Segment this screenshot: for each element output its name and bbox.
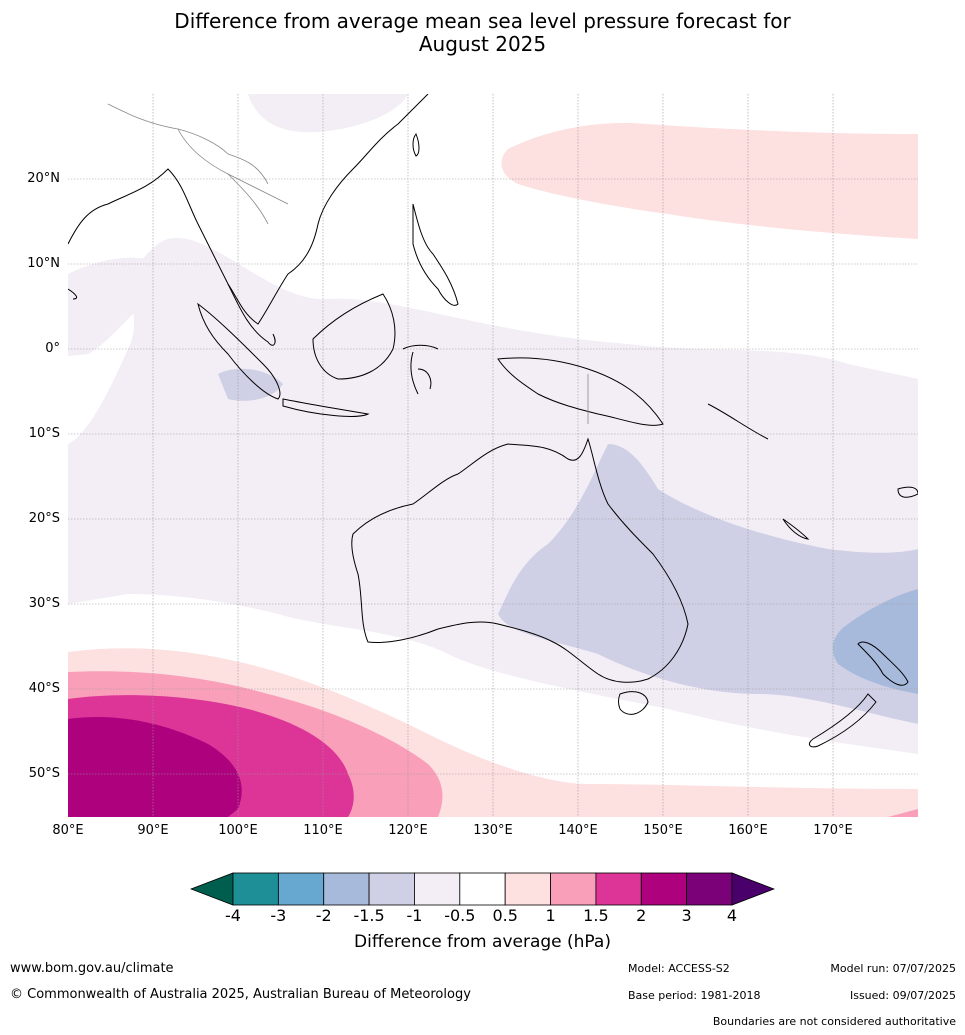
lat-label-50s: 50°S bbox=[28, 766, 60, 781]
lon-label-80e: 80°E bbox=[52, 823, 84, 838]
title-line-1: Difference from average mean sea level p… bbox=[174, 9, 791, 33]
lat-label-20n: 20°N bbox=[27, 171, 60, 186]
lat-label-0: 0° bbox=[45, 341, 60, 356]
lat-label-20s: 20°S bbox=[28, 511, 60, 526]
anomaly-field-lavender-north bbox=[248, 94, 408, 133]
anomaly-field-deep-magenta bbox=[68, 716, 242, 817]
issued-date: Issued: 09/07/2025 bbox=[849, 989, 956, 1002]
colorbar-tick-label: 1.5 bbox=[583, 906, 609, 925]
colorbar-swatch bbox=[414, 872, 461, 906]
colorbar-tick-label: -0.5 bbox=[444, 906, 476, 925]
boundary-disclaimer: Boundaries are not considered authoritat… bbox=[712, 1015, 956, 1028]
colorbar-swatch bbox=[232, 872, 279, 906]
colorbar-tick-label: 2 bbox=[636, 906, 647, 925]
anomaly-field-pale-blue bbox=[498, 444, 918, 724]
coastline-new-caledonia bbox=[782, 518, 810, 540]
coastline-tasmania bbox=[618, 691, 649, 715]
coastline-borneo bbox=[312, 293, 396, 380]
colorbar-extend-high bbox=[731, 872, 775, 906]
lat-label-30s: 30°S bbox=[28, 596, 60, 611]
colorbar-swatch bbox=[459, 872, 506, 906]
lon-label-100e: 100°E bbox=[218, 823, 258, 838]
colorbar bbox=[190, 872, 775, 906]
coastline-new-guinea bbox=[497, 357, 664, 426]
colorbar-tick-label: -4 bbox=[225, 906, 241, 925]
lon-label-130e: 130°E bbox=[473, 823, 513, 838]
model-run-date: Model run: 07/07/2025 bbox=[830, 962, 956, 975]
lon-label-170e: 170°E bbox=[813, 823, 853, 838]
coastlines bbox=[68, 94, 918, 748]
coastline-philippines bbox=[412, 203, 459, 306]
coastline-nz-south bbox=[808, 693, 877, 748]
lon-label-140e: 140°E bbox=[558, 823, 598, 838]
colorbar-swatch bbox=[368, 872, 415, 906]
coastline-sumatra bbox=[197, 302, 281, 400]
colorbar-swatch bbox=[595, 872, 642, 906]
title-line-2: August 2025 bbox=[418, 32, 547, 56]
lat-label-40s: 40°S bbox=[28, 681, 60, 696]
colorbar-swatch bbox=[550, 872, 597, 906]
coastline-australia bbox=[351, 437, 689, 683]
lon-label-150e: 150°E bbox=[643, 823, 683, 838]
colorbar-swatch bbox=[277, 872, 325, 906]
pressure-anomaly-map bbox=[68, 94, 918, 817]
model-name: Model: ACCESS-S2 bbox=[628, 962, 730, 975]
colorbar-swatch bbox=[686, 872, 733, 906]
coastline-sulawesi bbox=[402, 344, 439, 395]
lat-label-10s: 10°S bbox=[28, 426, 60, 441]
coastline-india bbox=[68, 288, 78, 300]
colorbar-tick-label: -1 bbox=[406, 906, 423, 925]
lon-label-120e: 120°E bbox=[388, 823, 428, 838]
lon-label-160e: 160°E bbox=[728, 823, 768, 838]
colorbar-swatch bbox=[323, 872, 370, 906]
country-borders bbox=[107, 103, 589, 424]
colorbar-tick-label: 0.5 bbox=[492, 906, 518, 925]
coastline-taiwan bbox=[412, 133, 420, 157]
colorbar-tick-label: 4 bbox=[726, 906, 738, 925]
colorbar-extend-low bbox=[190, 872, 234, 906]
colorbar-label: Difference from average (hPa) bbox=[354, 932, 611, 952]
website-link[interactable]: www.bom.gov.au/climate bbox=[10, 961, 174, 976]
colorbar-tick-label: 3 bbox=[681, 906, 692, 925]
coastline-solomons bbox=[707, 403, 769, 440]
colorbar-swatch bbox=[504, 872, 551, 906]
map-title: Difference from average mean sea level p… bbox=[0, 10, 965, 56]
coastline-nz-north bbox=[857, 641, 909, 686]
colorbar-tick-label: -1.5 bbox=[353, 906, 385, 925]
colorbar-tick-label: 1 bbox=[545, 906, 556, 925]
copyright-text: © Commonwealth of Australia 2025, Austra… bbox=[10, 987, 471, 1002]
lon-label-110e: 110°E bbox=[303, 823, 343, 838]
lon-label-90e: 90°E bbox=[137, 823, 169, 838]
colorbar-tick-label: -3 bbox=[270, 906, 287, 925]
coastline-asia bbox=[68, 94, 429, 325]
grid-lines bbox=[68, 94, 918, 817]
anomaly-field-pink-corner bbox=[888, 809, 918, 817]
colorbar-swatch bbox=[640, 872, 688, 906]
coastline-malay bbox=[227, 283, 276, 346]
lat-label-10n: 10°N bbox=[27, 256, 60, 271]
colorbar-tick-label: -2 bbox=[315, 906, 332, 925]
coastline-java bbox=[282, 398, 370, 417]
coastline-fiji bbox=[897, 486, 918, 498]
anomaly-field-pink-north bbox=[501, 123, 918, 239]
base-period: Base period: 1981-2018 bbox=[628, 989, 761, 1002]
anomaly-field-lavender-west bbox=[68, 257, 158, 356]
